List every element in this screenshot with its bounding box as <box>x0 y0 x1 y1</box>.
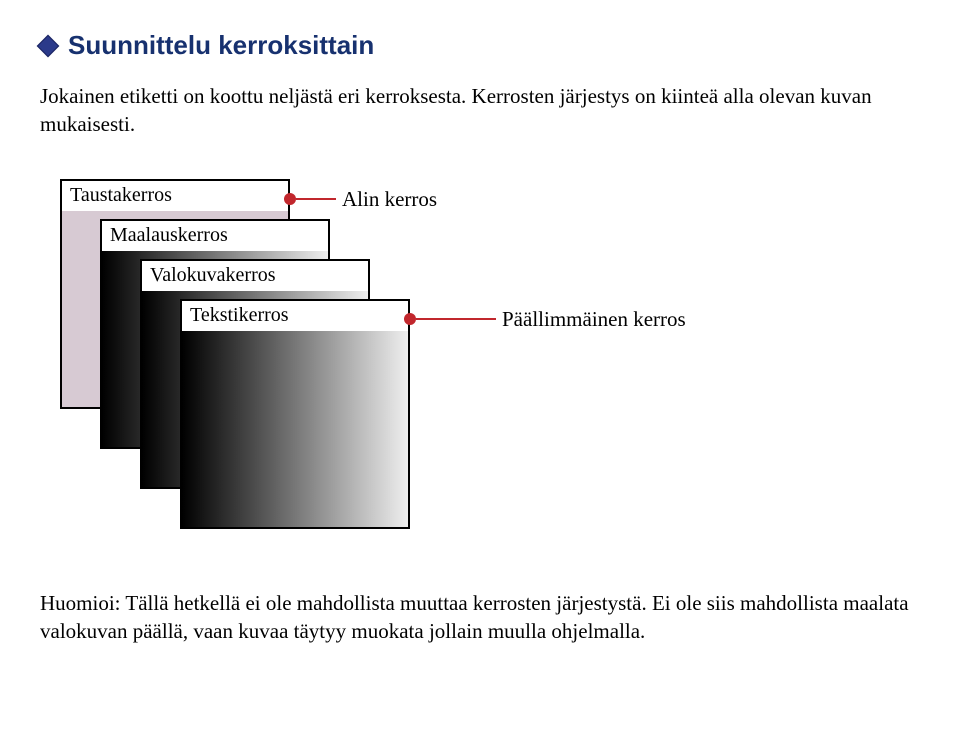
callout-connector <box>416 318 496 320</box>
layer-label: Valokuvakerros <box>142 261 368 293</box>
bullet-diamond-icon <box>37 34 60 57</box>
layer-diagram: Taustakerros Maalauskerros Valokuvakerro… <box>60 179 760 549</box>
layer-label: Tekstikerros <box>182 301 408 333</box>
callout-dot-icon <box>284 193 296 205</box>
callout-bottom-layer: Alin kerros <box>284 187 437 212</box>
callout-label: Päällimmäinen kerros <box>496 307 686 332</box>
callout-connector <box>296 198 336 200</box>
section-heading: Suunnittelu kerroksittain <box>40 30 920 61</box>
callout-top-layer: Päällimmäinen kerros <box>404 307 686 332</box>
layer-label: Maalauskerros <box>102 221 328 253</box>
callout-label: Alin kerros <box>336 187 437 212</box>
callout-dot-icon <box>404 313 416 325</box>
intro-paragraph: Jokainen etiketti on koottu neljästä eri… <box>40 82 920 139</box>
section-title: Suunnittelu kerroksittain <box>68 30 374 61</box>
layer-label: Taustakerros <box>62 181 288 213</box>
note-paragraph: Huomioi: Tällä hetkellä ei ole mahdollis… <box>40 589 920 646</box>
layer-body <box>182 331 408 527</box>
layer-tekstikerros: Tekstikerros <box>180 299 410 529</box>
